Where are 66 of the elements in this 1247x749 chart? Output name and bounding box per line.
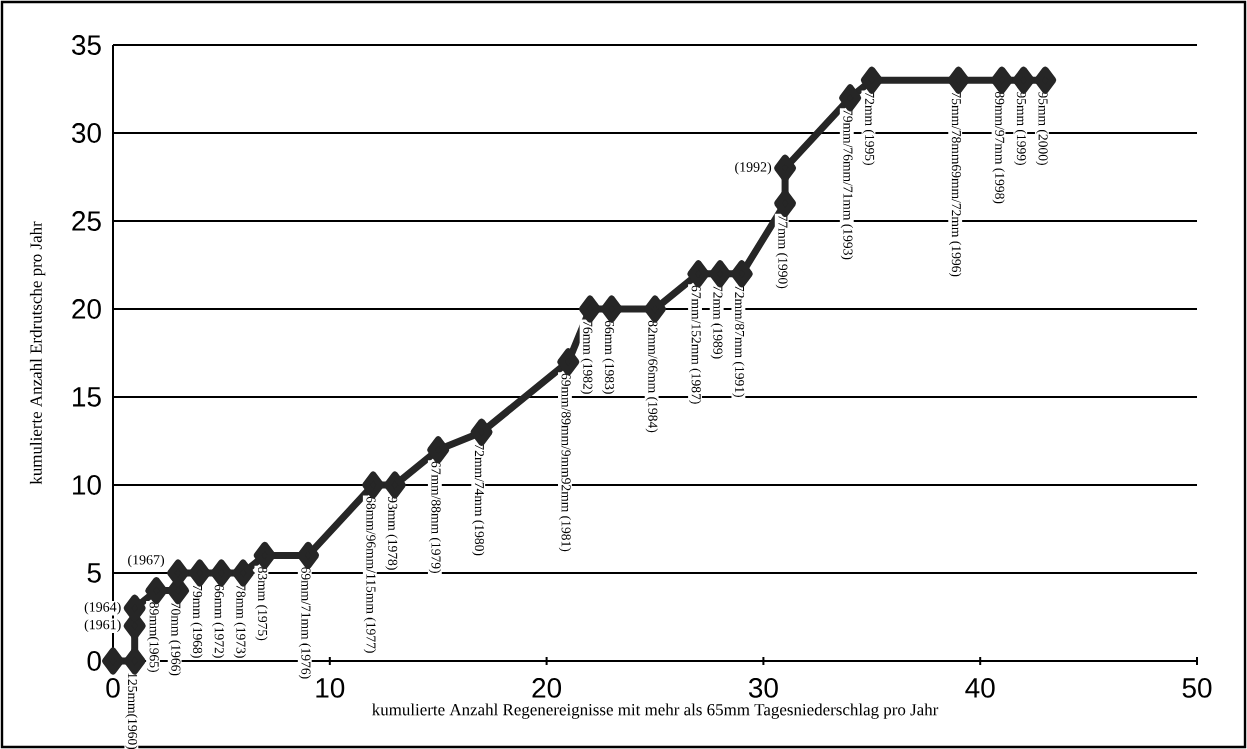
annotation: 82mm/66mm (1984)	[645, 320, 658, 433]
x-tick-label: 40	[965, 678, 995, 698]
annotation: 68mm/96mm/115mm (1977)	[363, 496, 376, 653]
annotation: 79mm (1968)	[190, 585, 203, 658]
y-tick-label: 20	[72, 299, 101, 319]
annotation: 93mm (1978)	[385, 496, 398, 570]
annotation: 83mm (1975)	[255, 567, 268, 641]
annotation: 66mm (1983)	[602, 320, 615, 394]
x-tick-label: 50	[1182, 678, 1212, 698]
annotation: 69mm/71mm (1976)	[298, 567, 311, 679]
annotation: 76mm (1982)	[580, 321, 593, 394]
x-tick-label: 10	[316, 678, 345, 698]
y-tick-label: 25	[72, 211, 101, 231]
point	[774, 154, 797, 182]
annotation: 79mm/76mm/71mm (1993)	[840, 109, 853, 260]
annotation: 78mm (1973)	[233, 585, 246, 658]
annotation: 67mm/152mm (1987)	[688, 285, 702, 404]
y-tick-label: 10	[73, 475, 101, 495]
point	[709, 260, 732, 288]
y-tick-label: 15	[73, 387, 101, 407]
point	[730, 260, 753, 288]
point	[188, 559, 211, 587]
annotation: 72mm (1989)	[710, 285, 723, 359]
x-tick-label: 30	[748, 678, 778, 698]
annotation: 66mm (1972)	[211, 584, 225, 658]
x-axis-title: kumulierte Anzahl Regenereignisse mit mehr als 65mm Tagesniederschlag pro Jahr	[372, 703, 939, 719]
annotation: 69mm/89mm/9mm92mm (1981)	[558, 373, 572, 552]
point	[123, 647, 146, 675]
point	[232, 559, 255, 587]
annotation: 77mm (1990)	[775, 215, 788, 289]
point	[470, 418, 493, 446]
annotation: 67mm/88mm (1979)	[428, 461, 442, 573]
annotation: 95mm (1999)	[1014, 91, 1027, 165]
y-axis-title: kumulierte Anzahl Erdrutsche pro Jahr	[29, 221, 46, 485]
annotation: 75mm/78mm69mm/72mm (1996)	[949, 92, 962, 277]
x-tick-label: 0	[106, 678, 120, 698]
annotation: (1964)	[84, 601, 121, 615]
point	[774, 189, 797, 217]
annotation: (1992)	[735, 161, 772, 175]
point	[383, 471, 406, 499]
annotation: 89mm/97mm (1998)	[992, 91, 1005, 204]
annotation: 89mm(1965)	[146, 602, 160, 672]
annotation: 72mm/87mm (1991)	[732, 285, 745, 397]
point	[102, 647, 124, 675]
point	[839, 84, 862, 112]
point	[947, 66, 970, 94]
y-tick-label: 30	[71, 123, 101, 143]
annotation: (1967)	[128, 554, 165, 568]
annotation: 72mm (1995)	[862, 92, 875, 165]
annotation: 72mm/74mm (1980)	[472, 444, 485, 556]
y-tick-label: 5	[87, 563, 101, 583]
point	[1034, 66, 1057, 94]
annotation: (1961)	[84, 619, 121, 633]
point	[578, 295, 601, 323]
point	[990, 66, 1013, 94]
point	[600, 295, 623, 323]
annotation: 95mm (2000)	[1035, 91, 1049, 165]
point	[860, 66, 883, 94]
point	[297, 541, 320, 569]
y-tick-label: 0	[87, 651, 101, 671]
x-tick-label: 20	[532, 678, 562, 698]
y-tick-label: 35	[71, 35, 101, 55]
point	[1012, 66, 1035, 94]
annotation: 70mm (1966)	[168, 602, 181, 676]
point	[253, 541, 276, 569]
annotation: 125mm(1960)	[125, 673, 138, 749]
